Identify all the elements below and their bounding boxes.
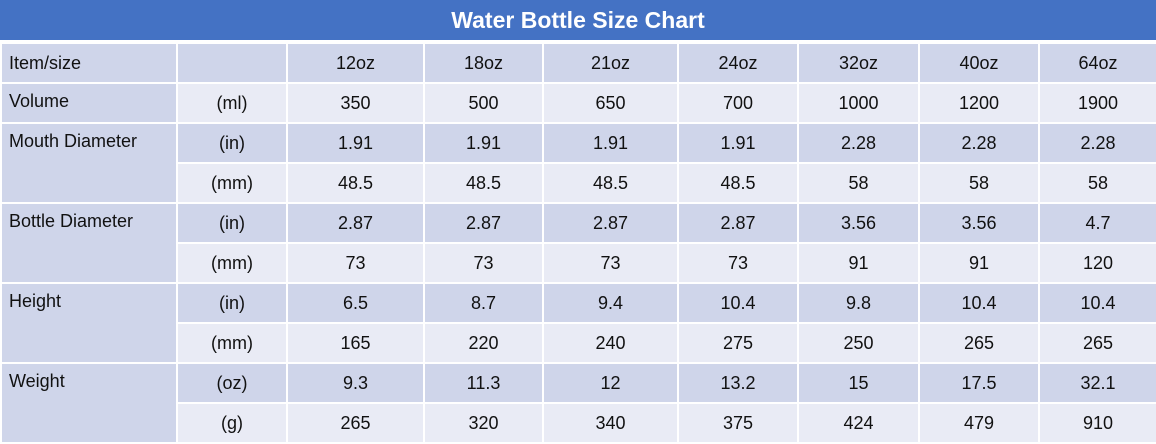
row-label: Weight <box>0 362 178 444</box>
row-unit: (in) <box>176 122 288 164</box>
cell-value: 58 <box>1038 162 1156 204</box>
cell-value: 73 <box>542 242 679 284</box>
cell-value: 1.91 <box>677 122 799 164</box>
header-size: 24oz <box>677 42 799 84</box>
cell-value: 8.7 <box>423 282 544 324</box>
cell-value: 240 <box>542 322 679 364</box>
cell-value: 4.7 <box>1038 202 1156 244</box>
cell-value: 479 <box>918 402 1040 444</box>
header-size: 40oz <box>918 42 1040 84</box>
cell-value: 1.91 <box>286 122 425 164</box>
size-table: Item/size 12oz 18oz 21oz 24oz 32oz 40oz … <box>0 42 1156 444</box>
header-size: 21oz <box>542 42 679 84</box>
header-size: 18oz <box>423 42 544 84</box>
cell-value: 11.3 <box>423 362 544 404</box>
cell-value: 91 <box>797 242 920 284</box>
table-row: Volume (ml) 350 500 650 700 1000 1200 1900 <box>0 82 1156 124</box>
cell-value: 2.28 <box>797 122 920 164</box>
table-row: Weight (oz) 9.3 11.3 12 13.2 15 17.5 32.1 <box>0 362 1156 444</box>
cell-value: 265 <box>918 322 1040 364</box>
cell-value: 58 <box>797 162 920 204</box>
cell-value: 17.5 <box>918 362 1040 404</box>
cell-value: 220 <box>423 322 544 364</box>
cell-value: 3.56 <box>918 202 1040 244</box>
table-row: Mouth Diameter (in) 1.91 1.91 1.91 1.91 2.28 2.… <box>0 122 1156 204</box>
row-unit: (in) <box>176 282 288 324</box>
cell-value: 15 <box>797 362 920 404</box>
header-size: 12oz <box>286 42 425 84</box>
cell-value: 73 <box>286 242 425 284</box>
row-unit: (in) <box>176 202 288 244</box>
row-unit: (ml) <box>176 82 288 124</box>
cell-value: 2.28 <box>918 122 1040 164</box>
cell-value: 6.5 <box>286 282 425 324</box>
cell-value: 120 <box>1038 242 1156 284</box>
cell-value: 10.4 <box>677 282 799 324</box>
cell-value: 500 <box>423 82 544 124</box>
cell-value: 320 <box>423 402 544 444</box>
row-label: Mouth Diameter <box>0 122 178 204</box>
row-unit: (mm) <box>176 322 288 364</box>
cell-value: 48.5 <box>286 162 425 204</box>
cell-value: 350 <box>286 82 425 124</box>
cell-value: 13.2 <box>677 362 799 404</box>
cell-value: 48.5 <box>423 162 544 204</box>
table-row: (mm) 73 73 73 73 91 91 120 <box>1 242 1156 284</box>
cell-value: 9.8 <box>797 282 920 324</box>
cell-value: 3.56 <box>797 202 920 244</box>
table-row: (g) 265 320 340 375 424 479 910 <box>1 402 1156 444</box>
cell-value: 2.87 <box>423 202 544 244</box>
cell-value: 265 <box>286 402 425 444</box>
row-label: Bottle Diameter <box>0 202 178 284</box>
cell-value: 424 <box>797 402 920 444</box>
row-unit: (mm) <box>176 242 288 284</box>
table-row: Bottle Diameter (in) 2.87 2.87 2.87 2.87 3.56 3… <box>0 202 1156 284</box>
cell-value: 10.4 <box>918 282 1040 324</box>
cell-value: 1200 <box>918 82 1040 124</box>
cell-value: 250 <box>797 322 920 364</box>
row-label: Height <box>0 282 178 364</box>
cell-value: 1000 <box>797 82 920 124</box>
header-unit <box>176 42 288 84</box>
cell-value: 375 <box>677 402 799 444</box>
cell-value: 12 <box>542 362 679 404</box>
cell-value: 1.91 <box>423 122 544 164</box>
cell-value: 265 <box>1038 322 1156 364</box>
cell-value: 910 <box>1038 402 1156 444</box>
cell-value: 650 <box>542 82 679 124</box>
table-header-row: Item/size 12oz 18oz 21oz 24oz 32oz 40oz … <box>0 42 1156 84</box>
header-label: Item/size <box>0 42 178 84</box>
cell-value: 340 <box>542 402 679 444</box>
row-unit: (mm) <box>176 162 288 204</box>
row-unit: (g) <box>176 402 288 444</box>
row-unit: (oz) <box>176 362 288 404</box>
cell-value: 73 <box>423 242 544 284</box>
cell-value: 48.5 <box>542 162 679 204</box>
cell-value: 48.5 <box>677 162 799 204</box>
header-size: 32oz <box>797 42 920 84</box>
cell-value: 91 <box>918 242 1040 284</box>
cell-value: 275 <box>677 322 799 364</box>
header-size: 64oz <box>1038 42 1156 84</box>
cell-value: 1900 <box>1038 82 1156 124</box>
cell-value: 2.87 <box>286 202 425 244</box>
table-row: (mm) 48.5 48.5 48.5 48.5 58 58 58 <box>1 162 1156 204</box>
cell-value: 10.4 <box>1038 282 1156 324</box>
cell-value: 58 <box>918 162 1040 204</box>
cell-value: 1.91 <box>542 122 679 164</box>
cell-value: 165 <box>286 322 425 364</box>
cell-value: 9.3 <box>286 362 425 404</box>
cell-value: 32.1 <box>1038 362 1156 404</box>
cell-value: 2.87 <box>677 202 799 244</box>
table-row: (mm) 165 220 240 275 250 265 265 <box>1 322 1156 364</box>
cell-value: 9.4 <box>542 282 679 324</box>
cell-value: 700 <box>677 82 799 124</box>
chart-title: Water Bottle Size Chart <box>0 0 1156 42</box>
row-label: Volume <box>0 82 178 124</box>
cell-value: 2.87 <box>542 202 679 244</box>
cell-value: 2.28 <box>1038 122 1156 164</box>
table-row: Height (in) 6.5 8.7 9.4 10.4 9.8 10.4 10.4 <box>0 282 1156 364</box>
cell-value: 73 <box>677 242 799 284</box>
